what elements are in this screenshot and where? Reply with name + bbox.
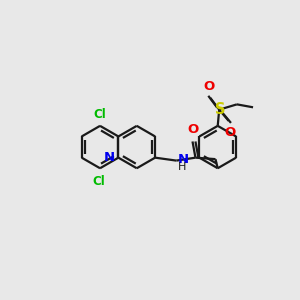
Text: Cl: Cl bbox=[94, 108, 106, 121]
Text: O: O bbox=[224, 126, 236, 139]
Text: O: O bbox=[187, 123, 198, 136]
Text: N: N bbox=[178, 153, 189, 166]
Text: O: O bbox=[204, 80, 215, 93]
Text: H: H bbox=[178, 162, 186, 172]
Text: N: N bbox=[104, 151, 115, 164]
Text: Cl: Cl bbox=[92, 175, 105, 188]
Text: S: S bbox=[215, 102, 225, 117]
